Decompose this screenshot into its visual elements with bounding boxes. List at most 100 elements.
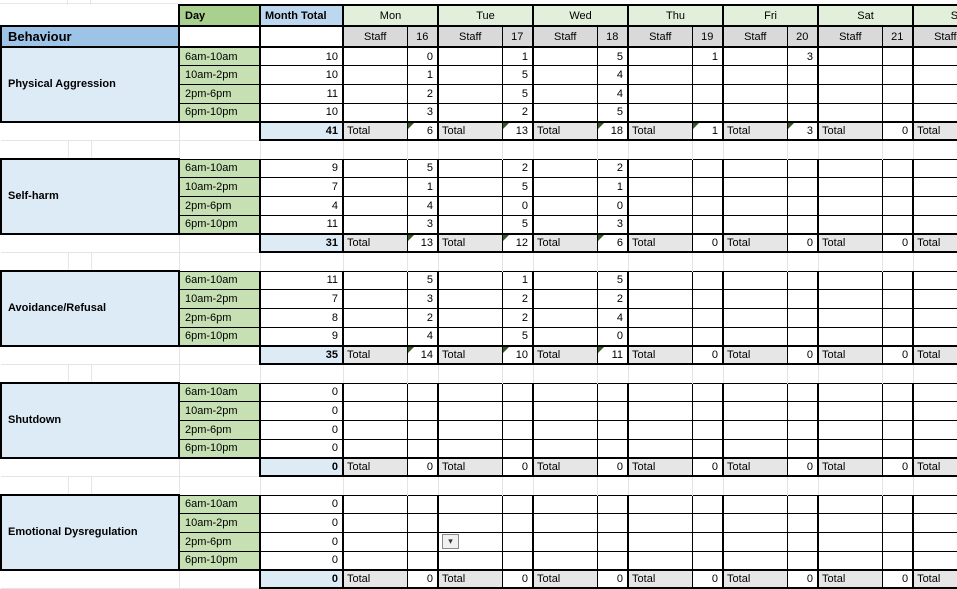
count-cell[interactable] (881, 438, 915, 459)
staff-entry-cell[interactable] (722, 308, 788, 328)
count-cell[interactable] (406, 532, 439, 552)
count-cell[interactable] (596, 438, 630, 459)
staff-entry-cell[interactable] (532, 65, 598, 85)
count-cell[interactable] (406, 401, 439, 421)
day-total-cell[interactable]: 0 (501, 569, 535, 589)
total-label-cell[interactable]: Total (912, 121, 957, 141)
staff-entry-cell[interactable] (722, 401, 788, 421)
staff-entry-cell[interactable] (722, 438, 788, 459)
count-cell[interactable] (881, 550, 915, 571)
count-cell[interactable]: 5 (406, 270, 439, 291)
total-label-cell[interactable]: Total (437, 457, 503, 477)
staff-entry-cell[interactable] (627, 102, 693, 123)
day-total-cell[interactable]: 0 (406, 569, 439, 589)
count-cell[interactable] (691, 513, 725, 533)
time-slot-cell[interactable]: 6pm-10pm (178, 550, 261, 571)
staff-entry-cell[interactable] (342, 326, 408, 347)
staff-entry-cell[interactable] (627, 158, 693, 179)
day-total-cell[interactable]: 0 (691, 457, 725, 477)
total-label-cell[interactable]: Total (817, 121, 883, 141)
count-cell[interactable]: 5 (596, 102, 630, 123)
count-cell[interactable] (501, 420, 535, 440)
total-label-cell[interactable]: Total (912, 457, 957, 477)
day-total-cell[interactable]: 0 (881, 569, 915, 589)
staff-entry-cell[interactable] (532, 214, 598, 235)
count-cell[interactable]: 2 (501, 308, 535, 328)
count-cell[interactable] (881, 289, 915, 309)
staff-entry-cell[interactable] (722, 46, 788, 67)
count-cell[interactable]: 4 (406, 196, 439, 216)
count-cell[interactable] (691, 102, 725, 123)
count-cell[interactable]: 5 (406, 158, 439, 179)
staff-entry-cell[interactable] (437, 84, 503, 104)
count-cell[interactable] (501, 401, 535, 421)
section-label-cell[interactable]: Shutdown (0, 382, 180, 459)
count-cell[interactable]: 3 (786, 46, 820, 67)
count-cell[interactable]: 2 (501, 158, 535, 179)
time-slot-cell[interactable]: 10am-2pm (178, 513, 261, 533)
staff-entry-cell[interactable] (722, 270, 788, 291)
time-slot-cell[interactable]: 6pm-10pm (178, 326, 261, 347)
total-label-cell[interactable]: Total (437, 121, 503, 141)
staff-entry-cell[interactable] (532, 177, 598, 197)
month-sum-cell[interactable]: 0 (259, 569, 344, 589)
count-cell[interactable] (501, 532, 535, 552)
section-label-cell[interactable]: Avoidance/Refusal (0, 270, 180, 347)
staff-entry-cell[interactable] (817, 420, 883, 440)
staff-entry-cell[interactable] (912, 102, 957, 123)
staff-entry-cell[interactable] (437, 158, 503, 179)
staff-header-cell[interactable]: Staff (722, 25, 788, 48)
staff-entry-cell[interactable] (817, 326, 883, 347)
staff-entry-cell[interactable] (627, 46, 693, 67)
count-cell[interactable]: 4 (596, 84, 630, 104)
total-label-cell[interactable]: Total (817, 457, 883, 477)
staff-entry-cell[interactable] (722, 382, 788, 403)
section-label-cell[interactable]: Self-harm (0, 158, 180, 235)
staff-entry-cell[interactable] (722, 494, 788, 515)
day-total-cell[interactable]: 0 (691, 569, 725, 589)
staff-entry-cell[interactable] (722, 65, 788, 85)
day-total-cell[interactable]: 0 (691, 345, 725, 365)
staff-entry-cell[interactable] (437, 102, 503, 123)
month-total-value-cell[interactable]: 0 (259, 532, 344, 552)
count-cell[interactable]: 1 (406, 65, 439, 85)
month-total-value-cell[interactable]: 8 (259, 308, 344, 328)
day-total-cell[interactable]: 3 (786, 121, 820, 141)
count-cell[interactable] (786, 494, 820, 515)
count-cell[interactable] (786, 513, 820, 533)
count-cell[interactable] (881, 326, 915, 347)
time-slot-cell[interactable]: 6am-10am (178, 270, 261, 291)
total-label-cell[interactable]: Total (912, 345, 957, 365)
staff-entry-cell[interactable] (532, 289, 598, 309)
month-total-value-cell[interactable]: 11 (259, 214, 344, 235)
staff-entry-cell[interactable] (817, 46, 883, 67)
time-slot-cell[interactable]: 6pm-10pm (178, 102, 261, 123)
day-header-cell[interactable]: Day (178, 4, 261, 27)
staff-header-cell[interactable]: Staff (627, 25, 693, 48)
staff-entry-cell[interactable] (532, 46, 598, 67)
staff-entry-cell[interactable] (342, 46, 408, 67)
staff-entry-cell[interactable] (532, 84, 598, 104)
time-slot-cell[interactable]: 6am-10am (178, 158, 261, 179)
staff-entry-cell[interactable] (342, 270, 408, 291)
month-sum-cell[interactable]: 35 (259, 345, 344, 365)
staff-entry-cell[interactable] (912, 550, 957, 571)
staff-entry-cell[interactable] (627, 420, 693, 440)
month-sum-cell[interactable]: 31 (259, 233, 344, 253)
date-header-cell[interactable]: 18 (596, 25, 630, 48)
count-cell[interactable] (596, 420, 630, 440)
day-total-cell[interactable]: 12 (501, 233, 535, 253)
staff-entry-cell[interactable] (342, 214, 408, 235)
staff-entry-cell[interactable] (722, 84, 788, 104)
count-cell[interactable] (881, 513, 915, 533)
day-blank-cell[interactable] (178, 25, 261, 48)
count-cell[interactable] (881, 532, 915, 552)
day-total-cell[interactable]: 14 (406, 345, 439, 365)
date-header-cell[interactable]: 17 (501, 25, 535, 48)
staff-entry-cell[interactable] (437, 438, 503, 459)
month-total-value-cell[interactable]: 0 (259, 494, 344, 515)
month-total-value-cell[interactable]: 9 (259, 158, 344, 179)
count-cell[interactable]: 4 (406, 326, 439, 347)
staff-entry-cell[interactable] (627, 513, 693, 533)
count-cell[interactable] (786, 177, 820, 197)
